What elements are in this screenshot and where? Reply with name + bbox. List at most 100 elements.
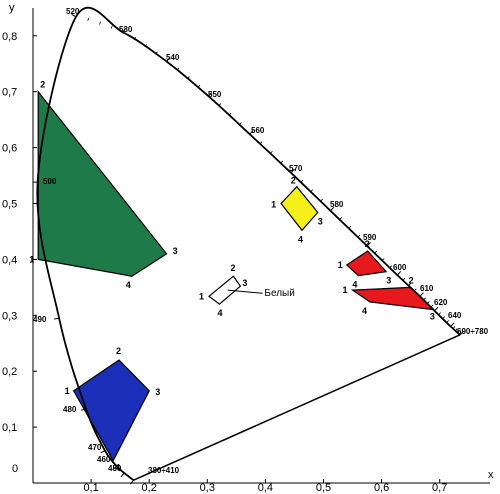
minor-tick: [423, 297, 426, 301]
minor-tick: [381, 258, 385, 261]
wavelength-label: 520: [66, 7, 80, 16]
minor-tick: [197, 84, 201, 88]
minor-tick: [176, 67, 180, 71]
wavelength-tick: [366, 242, 371, 247]
wavelength-label: 470: [88, 443, 102, 452]
y-tick-label: 0,6: [2, 143, 17, 155]
minor-tick: [155, 51, 158, 55]
green-corner-label: 3: [173, 246, 178, 256]
yellow-corner-label: 2: [291, 176, 296, 186]
white-corner-label: 4: [218, 308, 223, 318]
wavelength-tick: [450, 322, 455, 327]
wavelength-tick: [100, 450, 106, 454]
minor-tick: [413, 288, 417, 292]
wavelength-label: 640: [448, 311, 462, 320]
y-axis-name: y: [9, 2, 15, 14]
locus-layer: [32, 6, 464, 485]
red-corner-label: 4: [352, 280, 357, 290]
x-axis-name: x: [488, 469, 494, 481]
yellow-corner-label: 3: [318, 216, 323, 226]
wavelength-label: 690÷780: [457, 327, 489, 336]
wavelength-tick: [208, 92, 213, 97]
wavelength-label: 620: [434, 298, 448, 307]
red-corner-label: 1: [343, 285, 348, 295]
labels-layer: 123412341234123412341234Белый380÷4104504…: [29, 7, 488, 475]
minor-tick: [239, 122, 242, 125]
x-tick-label: 0,5: [316, 482, 331, 494]
minor-tick: [300, 179, 304, 183]
minor-tick: [442, 316, 445, 319]
minor-tick: [357, 234, 361, 238]
y-tick-label: 0,7: [2, 87, 17, 99]
white-corner-label: 3: [242, 278, 247, 288]
wavelength-tick: [249, 130, 254, 135]
wavelength-tick: [130, 479, 134, 485]
red-corner-label: 2: [409, 275, 414, 285]
wavelength-label: 600: [393, 263, 407, 272]
blue-corner-label: 2: [116, 346, 121, 356]
wavelength-label: 560: [251, 126, 265, 135]
green-corner-label: 1: [29, 254, 34, 264]
minor-tick: [187, 76, 190, 80]
minor-tick: [408, 283, 411, 286]
minor-tick: [218, 103, 222, 106]
minor-tick: [455, 328, 458, 331]
red-region: [345, 250, 388, 277]
y-tick-label: 0,8: [2, 31, 17, 43]
yellow-region: [280, 185, 319, 232]
wavelength-tick: [122, 27, 126, 33]
wavelength-label: 450: [108, 464, 122, 473]
red-corner-label: 2: [365, 239, 370, 249]
minor-tick: [389, 265, 393, 269]
wavelength-tick: [112, 465, 117, 470]
green-corner-label: 2: [40, 80, 45, 90]
wavelength-tick: [71, 13, 77, 18]
wavelength-label: 540: [166, 53, 180, 62]
y-tick-label: 0,4: [2, 254, 17, 266]
minor-tick: [320, 198, 323, 202]
wavelength-label: 460: [97, 455, 111, 464]
wavelength-label: 380÷410: [148, 466, 180, 475]
white-corner-label: 1: [199, 291, 204, 301]
wavelength-label: 590: [363, 233, 377, 242]
minor-tick: [280, 160, 283, 164]
yellow-corner-label: 4: [298, 234, 303, 244]
wavelength-tick: [396, 271, 402, 276]
red-corner-label: 3: [386, 276, 391, 286]
minor-tick: [426, 301, 430, 304]
regions-layer: [37, 89, 436, 462]
x-tick-label: 0,2: [142, 482, 157, 494]
spectral-locus: [36, 6, 461, 481]
minor-tick: [457, 330, 461, 334]
wavelength-label: 490: [33, 315, 47, 324]
wavelength-tick: [419, 292, 424, 297]
minor-tick: [339, 217, 342, 220]
minor-tick: [452, 326, 456, 329]
red-corner-label: 4: [362, 306, 367, 316]
purple-line: [133, 334, 461, 481]
green-corner-label: 4: [126, 280, 131, 290]
white-point-label: Белый: [264, 288, 294, 299]
minor-tick: [430, 304, 434, 308]
minor-tick: [310, 189, 314, 193]
white-region: [208, 275, 242, 305]
minor-tick: [99, 21, 101, 25]
wavelength-tick: [434, 306, 439, 312]
origin-label: 0: [12, 463, 18, 475]
wavelength-tick: [166, 57, 171, 62]
minor-tick: [87, 17, 90, 21]
minor-tick: [348, 225, 352, 229]
red-corner-label: 3: [430, 312, 435, 322]
wavelength-tick: [80, 408, 87, 411]
green-region: [37, 89, 168, 277]
y-tick-label: 0,5: [2, 199, 17, 211]
minor-tick: [374, 250, 377, 254]
wavelength-tick: [54, 317, 60, 320]
white-leader-line: [227, 289, 263, 294]
minor-tick: [402, 277, 406, 281]
minor-tick: [438, 312, 441, 316]
x-tick-label: 0,3: [200, 482, 215, 494]
blue-corner-label: 1: [65, 386, 70, 396]
wavelength-label: 530: [119, 25, 133, 34]
